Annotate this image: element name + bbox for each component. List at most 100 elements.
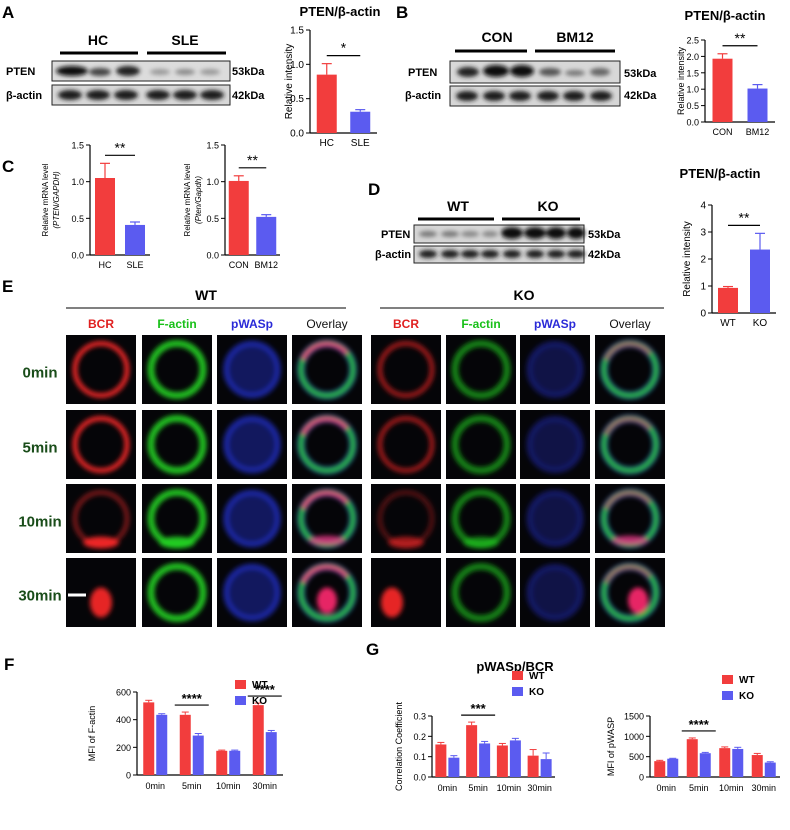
chart-g-correlation: 0.0 0.1 0.2 0.3 Correlation Coefficient 0min 5… <box>394 671 555 793</box>
bar-sle <box>350 111 371 133</box>
blot-b-row-2-kda: 42kDa <box>624 90 657 102</box>
micro-cell <box>451 415 511 474</box>
y-tick-label: 0 <box>700 309 706 320</box>
legend-swatch-ko <box>512 687 523 696</box>
micro-tile <box>142 558 212 627</box>
bar-wt-5min <box>686 739 698 777</box>
y-tick-label: 400 <box>116 715 131 725</box>
micro-cell <box>297 339 357 400</box>
bar-hc <box>95 178 115 255</box>
micro-cell <box>526 489 584 548</box>
micro-tile-background <box>66 410 136 479</box>
bar-ko-30min <box>540 759 552 777</box>
micro-tile <box>292 410 362 479</box>
micro-channel-headers: BCR F-actin pWASp Overlay BCR F-actin pWASp Ove… <box>88 317 651 331</box>
legend-label-ko: KO <box>529 687 544 698</box>
significance-marker: ** <box>115 139 126 155</box>
y-tick-label: 0.0 <box>71 251 84 261</box>
micro-cell <box>377 341 435 398</box>
bar-bm12 <box>256 216 277 255</box>
cell-ring-blue <box>223 563 281 622</box>
y-tick-label: 1.0 <box>71 177 84 187</box>
cell-arc-red <box>300 564 349 584</box>
significance-marker: **** <box>689 717 710 732</box>
micro-tile <box>217 410 287 479</box>
y-tick-label: 0.5 <box>290 94 304 105</box>
bar-ko <box>750 249 770 313</box>
panel-letter-c: C <box>2 157 14 176</box>
bar-sle <box>125 224 145 255</box>
blot-d-row-2-kda: 42kDa <box>588 249 621 261</box>
x-tick-label: CON <box>229 260 249 270</box>
micro-cell <box>526 340 584 399</box>
y-axis-label: Relative intensity <box>676 46 686 115</box>
x-tick-label: WT <box>720 318 736 329</box>
micro-cell <box>90 587 112 618</box>
y-tick-label: 0 <box>126 771 131 781</box>
bar-ko-10min <box>509 740 521 777</box>
cell-diffuse-blue <box>227 344 277 395</box>
blot-d-pten-bands <box>419 227 585 239</box>
micro-tile <box>142 410 212 479</box>
bar-con <box>712 58 733 122</box>
y-axis-label: MFI of F-actin <box>87 706 97 762</box>
micro-tile-background <box>371 335 441 404</box>
y-tick-label: 1.5 <box>290 26 304 37</box>
cell-ring-blue <box>223 489 281 548</box>
micro-tile <box>66 410 136 479</box>
micro-cell <box>526 563 584 622</box>
y-tick-label: 1000 <box>624 732 644 742</box>
x-tick-label: 5min <box>689 783 709 793</box>
blot-b-actin-bands <box>456 91 612 101</box>
micro-tile <box>66 335 136 404</box>
blot-b-actin-strip <box>449 85 621 107</box>
micro-cell <box>451 563 511 622</box>
x-tick-label: 5min <box>468 783 488 793</box>
y-tick-label: 1.5 <box>71 141 84 151</box>
cell-ring <box>147 340 207 399</box>
y-tick-label: 0.0 <box>290 129 304 140</box>
cell-ring-blue <box>223 340 281 399</box>
panel-letter-f: F <box>4 655 14 674</box>
y-axis-label: Relative intensity <box>682 221 693 297</box>
micro-cell <box>600 562 660 623</box>
micro-tile <box>217 558 287 627</box>
blot-a-row-2-name: β-actin <box>6 90 42 102</box>
significance-marker: *** <box>471 701 487 716</box>
cell-ring-blue <box>223 415 281 474</box>
micro-tile <box>292 558 362 627</box>
x-tick-label: HC <box>320 138 334 149</box>
chart-f: 0 200 400 600 MFI of F-actin 0min 5min 10min 30m… <box>87 680 283 791</box>
y-tick-label: 0.1 <box>413 752 426 762</box>
micro-tile <box>292 335 362 404</box>
micro-tile <box>446 484 516 553</box>
bar-ko-5min <box>699 753 711 777</box>
micro-cell <box>147 340 207 399</box>
y-tick-label: 1500 <box>624 712 644 722</box>
panel-b: B CON BM12 PTEN β-actin 53kDa 42kDa <box>396 3 657 107</box>
cell-cap <box>159 536 195 549</box>
micro-tile-background <box>371 558 441 627</box>
bar-wt-10min <box>216 750 228 775</box>
bar-wt-0min <box>654 761 666 777</box>
timepoint-label-30min: 30min <box>18 588 61 605</box>
y-tick-label: 0.3 <box>413 712 426 722</box>
y-axis-label: Relative mRNA level (Pten/Gapdh) <box>183 163 203 236</box>
cell-ring-blue <box>526 563 584 622</box>
chart-title: PTEN/β-actin <box>680 166 761 181</box>
cell-diffuse-blue <box>227 419 277 470</box>
cell-cap <box>612 535 648 546</box>
cell-diffuse-blue <box>227 493 277 544</box>
legend-swatch-wt <box>722 675 733 684</box>
y-tick-label: 1.0 <box>206 177 219 187</box>
blot-a-row-1-kda: 53kDa <box>232 66 265 78</box>
cell-arc-red <box>300 341 349 361</box>
micro-tile <box>371 335 441 404</box>
micro-tile <box>595 484 665 553</box>
micro-tile <box>446 410 516 479</box>
blot-b-pten-bands <box>457 65 610 77</box>
channel-header-pwasp: pWASp <box>231 317 273 331</box>
legend-label-ko: KO <box>252 696 267 707</box>
timepoint-label-0min: 0min <box>22 365 57 382</box>
significance-marker: ** <box>739 209 750 225</box>
